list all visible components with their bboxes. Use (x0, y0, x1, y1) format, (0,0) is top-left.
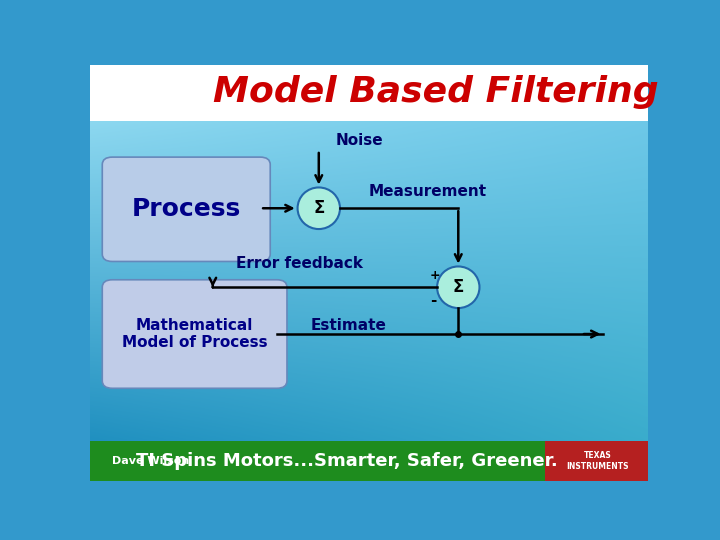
Text: Process: Process (132, 197, 241, 221)
FancyBboxPatch shape (545, 441, 648, 481)
Text: Σ: Σ (453, 278, 464, 296)
Text: Noise: Noise (336, 133, 383, 148)
FancyBboxPatch shape (90, 441, 648, 481)
Ellipse shape (297, 187, 340, 229)
Text: +: + (430, 269, 441, 282)
FancyBboxPatch shape (102, 157, 270, 261)
Text: -: - (431, 293, 437, 308)
FancyBboxPatch shape (90, 65, 648, 121)
FancyBboxPatch shape (102, 280, 287, 388)
Ellipse shape (437, 266, 480, 308)
Text: Error feedback: Error feedback (235, 255, 363, 271)
Text: Mathematical
Model of Process: Mathematical Model of Process (122, 318, 267, 350)
Text: Model Based Filtering: Model Based Filtering (213, 75, 659, 109)
Text: Dave Wilson: Dave Wilson (112, 456, 189, 466)
Text: TEXAS
INSTRUMENTS: TEXAS INSTRUMENTS (567, 451, 629, 470)
Text: Estimate: Estimate (310, 318, 387, 333)
Text: Σ: Σ (313, 199, 325, 217)
Text: TI Spins Motors...Smarter, Safer, Greener.: TI Spins Motors...Smarter, Safer, Greene… (136, 452, 557, 470)
Text: Measurement: Measurement (369, 184, 487, 199)
